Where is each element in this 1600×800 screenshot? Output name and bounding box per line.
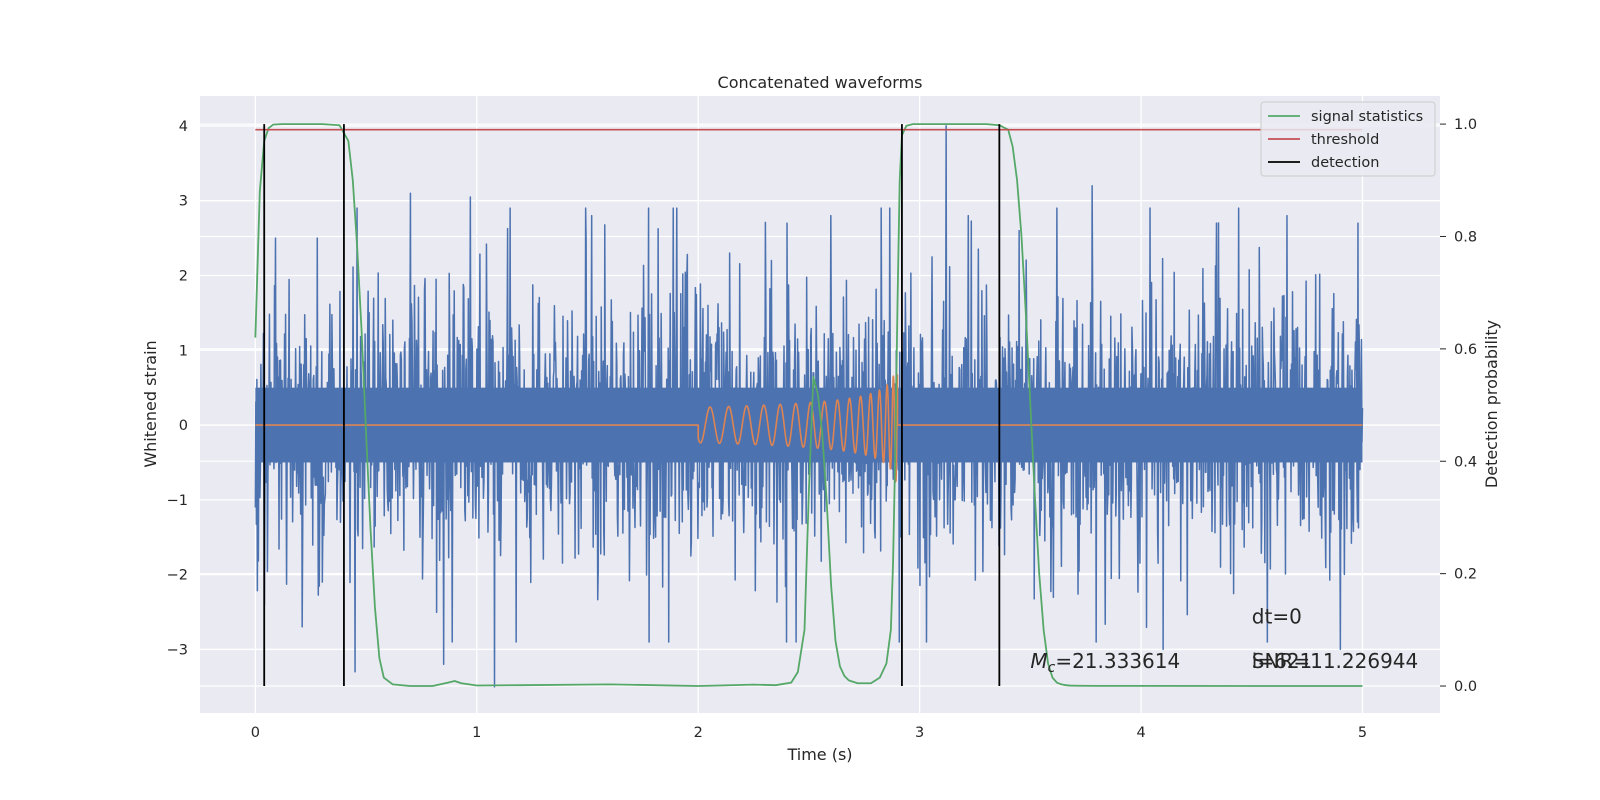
y-tick-label: 0: [179, 418, 188, 434]
x-axis-label: Time (s): [786, 745, 852, 764]
legend: signal statistics threshold detection: [1260, 101, 1436, 177]
y-axis-label: Whitened strain: [141, 340, 160, 467]
x-tick-label: 1: [472, 725, 481, 741]
y-right-tick-label: 0.2: [1454, 567, 1477, 583]
y-tick-label: 2: [179, 268, 188, 284]
annotation-value: =21.333614: [1055, 649, 1180, 673]
x-tick-label: 4: [1136, 725, 1145, 741]
legend-label-detection: detection: [1311, 155, 1379, 171]
x-tick-label: 5: [1358, 725, 1367, 741]
y-tick-label: 1: [179, 343, 188, 359]
legend-label-threshold: threshold: [1311, 132, 1379, 148]
annotation-text: Mc=21.333614: [1030, 649, 1180, 676]
chart-title: Concatenated waveforms: [718, 73, 923, 92]
annotation-subscript: c: [1048, 660, 1056, 676]
annotation-text: SNR=11.226944: [1252, 649, 1418, 673]
y-tick-label: −2: [167, 568, 188, 584]
annotation-symbol: M: [1030, 649, 1047, 673]
y-tick-label: −1: [167, 493, 188, 509]
y-right-tick-label: 0.4: [1454, 454, 1477, 470]
y-axis-ticks: −3 −2 −1 0 1 2 3 4: [167, 119, 188, 659]
annotations: dt=0 i=621 Mc=21.333614 SNR=11.226944: [1030, 604, 1418, 676]
x-tick-label: 3: [915, 725, 924, 741]
signal-statistics-layer: [254, 123, 1363, 687]
y-tick-label: 3: [179, 194, 188, 210]
x-tick-label: 2: [694, 725, 703, 741]
waveform-line: [255, 374, 1363, 482]
y-right-axis-label: Detection probability: [1482, 320, 1501, 488]
x-tick-label: 0: [251, 725, 260, 741]
signal-statistics-line: [254, 123, 1363, 687]
y-right-tick-label: 0.6: [1454, 342, 1477, 358]
y-right-tick-label: 1.0: [1454, 117, 1477, 133]
plot-area: [254, 123, 1364, 688]
y-right-tick-label: 0.8: [1454, 229, 1477, 245]
y-right-axis-ticks: 0.0 0.2 0.4 0.6 0.8 1.0: [1440, 117, 1477, 695]
x-axis-ticks: 0 1 2 3 4 5: [251, 725, 1367, 741]
legend-box: [1260, 101, 1436, 177]
annotation-text: i=621: [1252, 649, 1313, 673]
annotation-text: dt=0: [1252, 604, 1302, 628]
y-tick-label: −3: [167, 642, 188, 658]
y-tick-label: 4: [179, 119, 188, 135]
y-right-tick-label: 0.0: [1454, 679, 1477, 695]
legend-label-signal-statistics: signal statistics: [1311, 109, 1423, 125]
waveform-series: [255, 374, 1363, 482]
